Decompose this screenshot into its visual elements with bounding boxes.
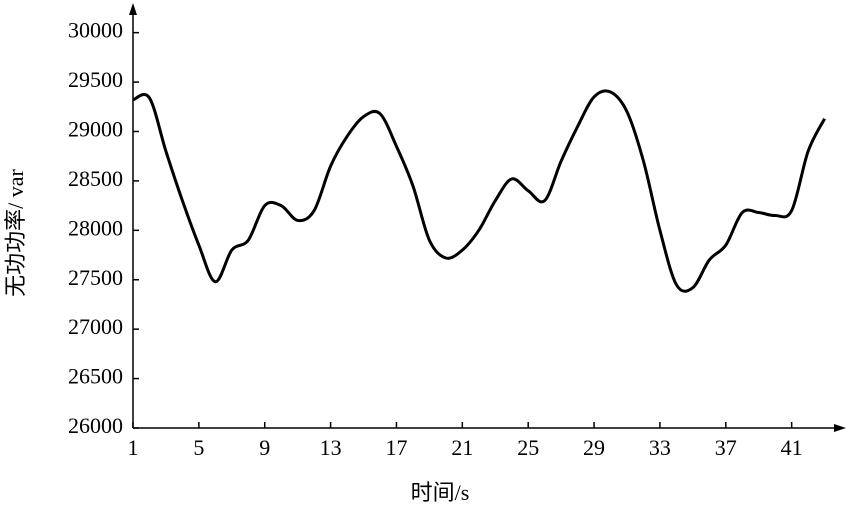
y-tick-label: 29500 <box>68 67 123 92</box>
y-tick-label: 27000 <box>68 314 123 339</box>
x-tick-label: 1 <box>128 435 139 460</box>
y-axis-label: 无功功率/ var <box>3 168 28 296</box>
x-tick-label: 17 <box>385 435 407 460</box>
x-tick-label: 41 <box>781 435 803 460</box>
line-series <box>132 89 826 293</box>
y-tick-label: 30000 <box>68 18 123 43</box>
y-arrow <box>129 3 137 15</box>
x-tick-label: 29 <box>583 435 605 460</box>
y-tick-label: 26000 <box>68 413 123 438</box>
x-axis-label: 时间/s <box>411 480 470 505</box>
x-tick-label: 9 <box>259 435 270 460</box>
x-tick-label: 5 <box>193 435 204 460</box>
y-tick-label: 27500 <box>68 265 123 290</box>
x-tick-label: 21 <box>451 435 473 460</box>
x-tick-label: 33 <box>649 435 671 460</box>
y-tick-label: 28500 <box>68 166 123 191</box>
x-arrow <box>834 424 846 432</box>
x-tick-label: 37 <box>715 435 737 460</box>
y-tick-label: 28000 <box>68 215 123 240</box>
y-tick-label: 29000 <box>68 117 123 142</box>
x-tick-label: 25 <box>517 435 539 460</box>
x-tick-label: 13 <box>320 435 342 460</box>
y-tick-label: 26500 <box>68 364 123 389</box>
